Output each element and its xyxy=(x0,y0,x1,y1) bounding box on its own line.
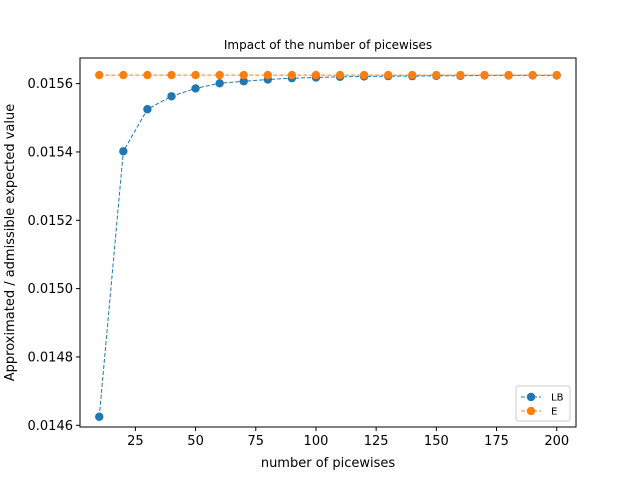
y-tick-label: 0.0150 xyxy=(28,282,74,297)
legend-label-lb: LB xyxy=(551,393,564,404)
data-point-lb xyxy=(215,79,224,88)
y-tick-label: 0.0152 xyxy=(28,214,74,229)
data-point-e xyxy=(191,70,200,80)
data-point-e xyxy=(119,70,128,80)
data-point-e xyxy=(215,70,224,80)
series-layer xyxy=(95,70,561,421)
data-point-e xyxy=(239,70,248,80)
data-point-e xyxy=(287,70,297,80)
data-point-e xyxy=(263,70,273,80)
y-tick-label: 0.0154 xyxy=(28,145,74,160)
chart-title: Impact of the number of picewises xyxy=(224,38,432,52)
data-point-e xyxy=(143,70,152,80)
y-tick-label: 0.0146 xyxy=(28,419,74,434)
data-point-e xyxy=(335,70,345,80)
data-point-e xyxy=(504,70,513,80)
x-tick-label: 125 xyxy=(364,434,389,449)
data-point-e xyxy=(359,70,369,80)
plot-frame xyxy=(79,57,577,428)
x-tick-label: 25 xyxy=(127,434,144,449)
x-tick-label: 200 xyxy=(544,434,569,449)
series-line-lb xyxy=(98,74,557,417)
data-point-e xyxy=(311,70,321,80)
x-tick-label: 75 xyxy=(247,434,264,449)
axis-ticks: 25 50 75 100 125 150 175 200 0.0146 0.0148 0.0150 0… xyxy=(28,77,570,449)
x-tick-label: 100 xyxy=(304,434,329,449)
legend-marker-lb xyxy=(526,392,536,402)
data-point-lb xyxy=(239,77,248,86)
x-tick-label: 50 xyxy=(187,434,204,449)
legend-marker-e xyxy=(526,406,536,416)
data-point-lb xyxy=(95,412,104,421)
y-tick-label: 0.0156 xyxy=(28,77,74,92)
legend-box xyxy=(515,385,571,422)
data-point-lb xyxy=(143,105,152,114)
legend: LB E xyxy=(515,385,571,422)
data-point-e xyxy=(408,70,417,80)
data-point-e xyxy=(552,70,561,80)
data-point-e xyxy=(95,70,104,80)
data-point-e xyxy=(528,70,537,80)
data-point-e xyxy=(480,70,489,80)
x-tick-label: 175 xyxy=(484,434,509,449)
x-axis-label: number of picewises xyxy=(261,456,396,471)
x-tick-label: 150 xyxy=(424,434,449,449)
data-point-lb xyxy=(119,147,128,156)
y-axis-label: Approximated / admissible expected value xyxy=(3,104,18,381)
y-tick-label: 0.0148 xyxy=(28,350,74,365)
data-point-e xyxy=(383,70,393,80)
data-point-e xyxy=(167,70,176,80)
data-point-lb xyxy=(167,92,176,101)
data-point-lb xyxy=(191,84,200,93)
legend-label-e: E xyxy=(551,407,557,418)
data-point-e xyxy=(456,70,465,80)
data-point-e xyxy=(432,70,441,80)
